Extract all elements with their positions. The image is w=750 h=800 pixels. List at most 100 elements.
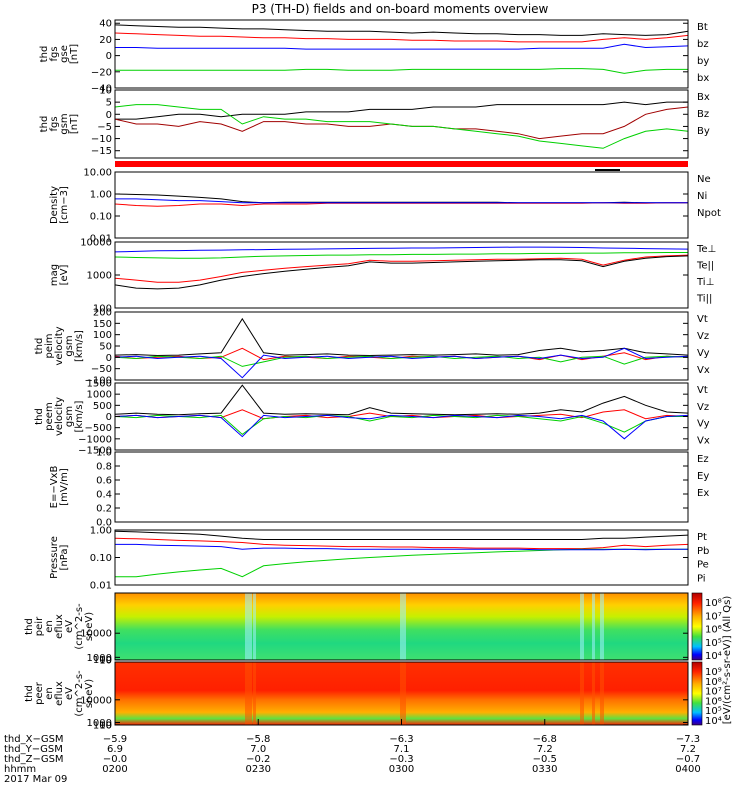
y-axis-label: peir — [34, 616, 45, 636]
x-tick-label: 0330 — [532, 764, 557, 775]
y-tick-label: 1.00 — [90, 526, 112, 537]
series-line-Te|| — [114, 255, 689, 290]
mode-bar — [115, 161, 688, 167]
y-axis-label: en — [44, 620, 55, 633]
y-axis-label: sr-eV) — [84, 612, 95, 641]
y-axis-label: (cm^2-s- — [74, 603, 85, 650]
y-tick-label: 0 — [106, 353, 112, 364]
y-tick-label: 1000 — [87, 653, 112, 664]
x-tick-label: 7.2 — [680, 744, 696, 755]
legend-entry: Vx — [697, 435, 710, 446]
y-axis-label: sr-eV) — [84, 679, 95, 708]
y-axis-label: peem — [44, 402, 55, 430]
series-line-Pt — [114, 530, 689, 540]
x-tick-label: −0.2 — [246, 754, 270, 765]
y-axis-label: thd — [34, 408, 45, 425]
y-axis-label: thd — [39, 116, 50, 133]
spectrogram-streak — [600, 593, 604, 660]
figure-title: P3 (TH-D) fields and on-board moments ov… — [252, 2, 549, 16]
legend-entry: Bz — [697, 109, 709, 120]
date-label: 2017 Mar 09 — [4, 774, 67, 785]
colorbar-tick-label: 10⁷ — [705, 687, 722, 698]
legend-entry: Pt — [697, 532, 707, 543]
y-axis-label: fgs — [49, 116, 60, 131]
legend-entry: Ti⊥ — [696, 277, 714, 288]
series-line-bx — [115, 43, 689, 50]
y-axis-label: gsm — [64, 406, 75, 427]
y-axis-label: [km/s] — [74, 330, 85, 362]
legend-entry: Ti|| — [696, 294, 712, 305]
series-line-Pi — [115, 543, 688, 551]
x-row-label: thd_Z−GSM — [4, 754, 64, 765]
y-axis-label: [nT] — [69, 44, 80, 64]
y-axis-label: eV — [64, 620, 75, 633]
x-tick-label: −6.3 — [389, 734, 413, 745]
colorbar-tick-label: 10⁵ — [705, 638, 722, 649]
spectrogram-streak — [249, 662, 252, 725]
y-axis-label: E=−VxB — [49, 466, 60, 509]
x-tick-label: 0300 — [389, 764, 414, 775]
x-tick-label: −0.7 — [676, 754, 700, 765]
series-line-Bt — [114, 24, 689, 36]
y-axis-label: gsm — [64, 335, 75, 356]
legend-entry: Vx — [697, 365, 710, 376]
y-tick-label: 0.8 — [96, 462, 112, 473]
y-tick-label: 0.10 — [90, 553, 112, 564]
legend-entry: Bx — [697, 92, 710, 103]
y-axis-label: peim — [44, 333, 55, 358]
y-axis-label: Density — [49, 186, 60, 224]
x-tick-label: 0230 — [246, 764, 271, 775]
y-tick-label: 100 — [93, 304, 112, 315]
series-line-Ti⊥ — [114, 246, 689, 253]
y-axis-label: [nPa] — [59, 544, 70, 570]
y-axis-label: velocity — [54, 326, 65, 365]
legend-entry: Pb — [697, 546, 709, 557]
y-tick-label: 200 — [93, 308, 112, 319]
spectrogram-streak — [245, 593, 249, 660]
y-tick-label: 5 — [106, 98, 112, 109]
y-axis-label: [mV/m] — [59, 468, 70, 506]
panel-frame — [114, 241, 689, 309]
y-axis-label: thd — [39, 46, 50, 63]
colorbar-tick-label: 10⁹ — [705, 667, 722, 678]
legend-entry: Ne — [697, 174, 711, 185]
spectrogram-streak — [253, 662, 256, 725]
y-axis-label: peer — [34, 681, 45, 705]
legend-entry: Vz — [697, 402, 709, 413]
legend-entry: Ey — [697, 471, 709, 482]
legend-entry: by — [697, 56, 709, 67]
series-line-Pb — [114, 537, 689, 550]
legend-entry: bx — [697, 73, 709, 84]
y-axis-label: eflux — [54, 681, 65, 706]
y-axis-label: (cm^2-s- — [74, 670, 85, 717]
y-tick-label: −15 — [91, 146, 112, 157]
series-line-Ti|| — [114, 252, 688, 259]
spectrogram-streak — [400, 593, 406, 660]
x-tick-label: −5.9 — [103, 734, 127, 745]
x-tick-label: −0.0 — [103, 754, 127, 765]
x-tick-label: −6.8 — [533, 734, 557, 745]
series-line-Vx — [114, 347, 689, 379]
y-tick-label: 0.01 — [90, 581, 112, 592]
y-tick-label: 100 — [93, 655, 112, 666]
y-tick-label: −100 — [85, 376, 112, 387]
colorbar-tick-label: 10⁸ — [705, 598, 722, 609]
y-tick-label: −1000 — [78, 434, 112, 445]
y-tick-label: 10.00 — [83, 168, 112, 179]
legend-entry: By — [697, 126, 710, 137]
x-tick-label: 7.2 — [537, 744, 553, 755]
colorbar — [691, 661, 703, 726]
y-tick-label: 0 — [106, 110, 112, 121]
mode-bar-marker — [595, 169, 620, 171]
y-tick-label: −40 — [91, 84, 112, 95]
legend-entry: Vy — [697, 419, 710, 430]
spectrogram-streak — [580, 593, 584, 660]
y-tick-label: 1.00 — [90, 190, 112, 201]
y-tick-label: 0.01 — [90, 234, 112, 245]
x-tick-label: 6.9 — [107, 744, 123, 755]
y-axis-label: fgs — [49, 46, 60, 61]
legend-entry: Vt — [697, 314, 708, 325]
colorbar-tick-label: 10⁸ — [705, 677, 722, 688]
x-tick-label: −5.8 — [246, 734, 270, 745]
